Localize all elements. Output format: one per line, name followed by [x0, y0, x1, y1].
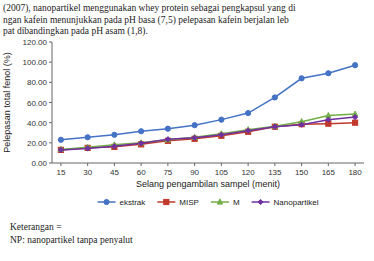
series: [58, 115, 357, 153]
marker: [112, 132, 117, 137]
x-tick-label: 150: [295, 168, 309, 177]
legend-label: Nanopartikel: [274, 198, 319, 207]
line: [61, 114, 355, 149]
series: [58, 63, 357, 143]
marker: [246, 128, 251, 133]
legend-item: Nanopartikel: [252, 198, 319, 207]
x-tick-label: 30: [83, 168, 92, 177]
x-tick-label: 180: [348, 168, 362, 177]
x-tick: [301, 163, 302, 166]
y-tick: [49, 163, 52, 164]
marker: [299, 122, 304, 127]
legend-item: M: [211, 198, 240, 207]
y-tick: [49, 62, 52, 63]
annotations: (2007), nanopartikel menggunakan whey pr…: [3, 3, 296, 245]
legend-label: MISP: [179, 198, 199, 207]
marker: [112, 144, 117, 149]
marker: [139, 141, 144, 146]
y-tick-label: 20.00: [27, 139, 48, 148]
marker: [165, 126, 170, 131]
marker: [246, 110, 251, 115]
marker: [85, 145, 90, 150]
x-tick-label: 60: [137, 168, 146, 177]
x-tick: [355, 163, 356, 166]
marker: [326, 71, 331, 76]
marker: [272, 124, 277, 129]
x-axis-line: [52, 163, 364, 164]
marker: [352, 120, 357, 125]
y-tick-label: 100.00: [23, 58, 48, 67]
x-tick-label: 105: [215, 168, 229, 177]
x-axis-label: Selang pengambilan sampel (menit): [136, 179, 280, 189]
annotation: Keterangan =: [10, 222, 62, 232]
y-tick-label: 0.00: [31, 159, 47, 168]
marker: [85, 146, 90, 151]
line: [61, 117, 355, 150]
x-tick-label: 165: [322, 168, 336, 177]
marker: [352, 63, 357, 68]
legend-marker: [104, 199, 109, 204]
annotation: (2007), nanopartikel menggunakan whey pr…: [3, 3, 296, 14]
marker: [326, 117, 331, 122]
marker: [58, 137, 63, 142]
y-tick: [49, 102, 52, 103]
annotation: ngan kafein menunjukkan pada pH basa (7,…: [3, 15, 289, 26]
legend-item: MISP: [157, 198, 199, 207]
x-tick: [141, 163, 142, 166]
legend-item: ekstrak: [98, 198, 147, 207]
marker: [272, 95, 277, 100]
x-tick: [60, 163, 61, 166]
chart: (2007), nanopartikel menggunakan whey pr…: [0, 0, 374, 261]
marker: [165, 137, 170, 142]
x-tick-label: 15: [56, 168, 65, 177]
y-tick-label: 80.00: [27, 78, 48, 87]
x-tick-label: 120: [241, 168, 255, 177]
y-tick-label: 40.00: [27, 119, 48, 128]
x-tick: [167, 163, 168, 166]
x-tick: [328, 163, 329, 166]
x-tick-label: 90: [190, 168, 199, 177]
y-tick: [49, 122, 52, 123]
marker: [219, 132, 224, 137]
legend: ekstrak MISP M Nanopartikel: [98, 198, 319, 207]
y-tick-label: 60.00: [27, 99, 48, 108]
y-tick: [49, 42, 52, 43]
marker: [299, 76, 304, 81]
y-axis-label: Pelepasan total fenol (%): [2, 52, 12, 153]
plot-area: [58, 63, 357, 153]
marker: [85, 135, 90, 140]
marker: [165, 137, 170, 142]
series: [58, 111, 357, 151]
legend-marker: [258, 199, 263, 204]
y-tick: [49, 142, 52, 143]
legend-label: M: [233, 198, 240, 207]
x-tick-label: 45: [110, 168, 119, 177]
x-tick: [87, 163, 88, 166]
marker: [192, 123, 197, 128]
marker: [112, 144, 117, 149]
x-tick: [274, 163, 275, 166]
x-tick: [194, 163, 195, 166]
x-tick-label: 75: [163, 168, 172, 177]
annotation: pat dibandingkan pada pH asam (1,8).: [3, 26, 148, 37]
x-tick: [114, 163, 115, 166]
marker: [58, 147, 63, 152]
marker: [219, 117, 224, 122]
y-tick: [49, 82, 52, 83]
x-tick: [221, 163, 222, 166]
x-tick: [248, 163, 249, 166]
axes: 0.00 20.00 40.00 60.00 80.00 100.00 120.00 15 30…: [2, 38, 364, 189]
line: [61, 65, 355, 140]
legend-label: ekstrak: [120, 198, 147, 207]
annotation: NP: nanopartikel tanpa penyalut: [10, 235, 133, 245]
marker: [352, 115, 357, 120]
legend-marker: [217, 199, 222, 204]
legend-marker: [164, 199, 169, 204]
marker: [192, 135, 197, 140]
y-tick-label: 120.00: [23, 38, 48, 47]
x-tick-label: 135: [268, 168, 282, 177]
marker: [139, 129, 144, 134]
